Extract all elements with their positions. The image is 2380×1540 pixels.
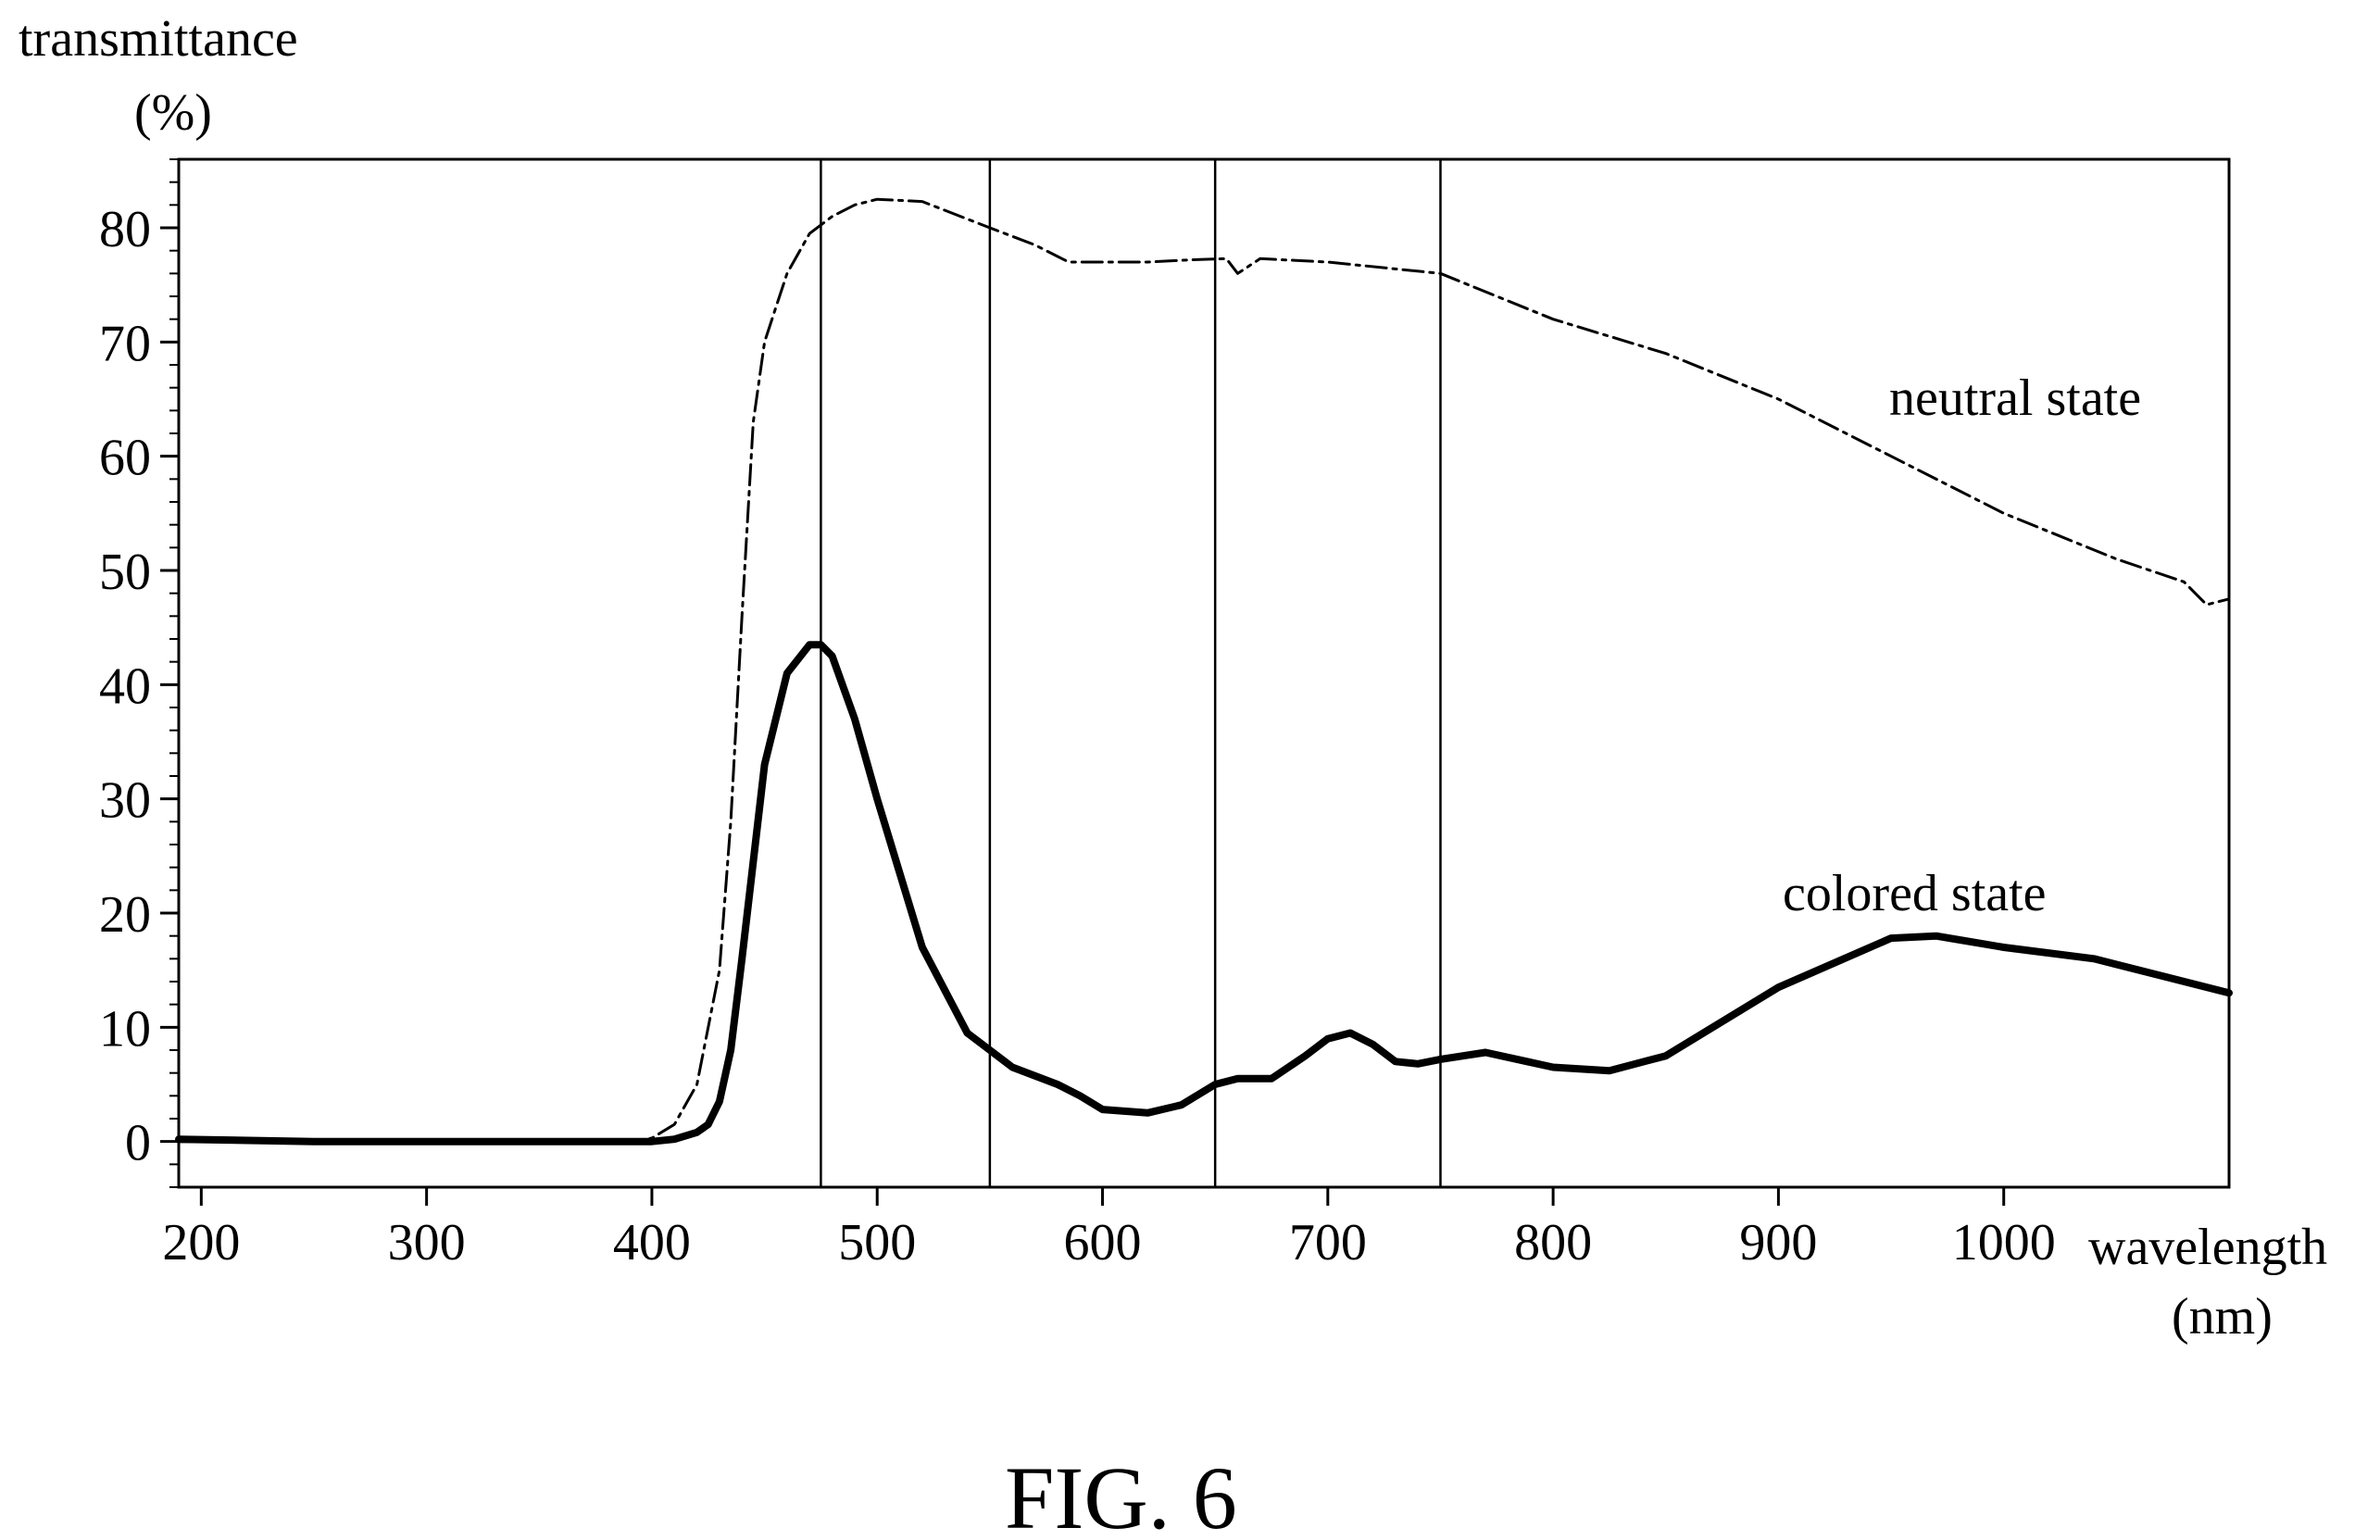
x-axis-title: wavelength	[2088, 1219, 2327, 1276]
x-tick-label: 600	[1064, 1214, 1142, 1271]
y-tick-label: 0	[125, 1115, 151, 1172]
y-tick-label: 40	[99, 657, 151, 715]
x-axis-unit: (nm)	[2172, 1288, 2273, 1346]
x-tick-label: 200	[162, 1214, 240, 1271]
y-tick-label: 60	[99, 430, 151, 487]
y-tick-label: 20	[99, 886, 151, 944]
x-tick-label: 500	[838, 1214, 916, 1271]
series-label-neutral-state: neutral state	[1889, 369, 2141, 427]
figure-caption: FIG. 6	[1005, 1448, 1237, 1540]
y-tick-label: 10	[99, 1000, 151, 1058]
x-tick-label: 400	[613, 1214, 691, 1271]
axis-major-ticks	[160, 226, 2006, 1206]
reference-lines	[820, 159, 1442, 1187]
y-tick-label: 70	[99, 315, 151, 372]
x-tick-label: 1000	[1952, 1214, 2056, 1271]
tick-labels: 0 10 20 30 40 50 60 70 80 200 300 400 500 600 700 800 90…	[99, 201, 2056, 1271]
y-tick-label: 50	[99, 544, 151, 601]
series-label-colored-state: colored state	[1783, 865, 2047, 922]
y-tick-label: 80	[99, 201, 151, 258]
series-lines	[175, 197, 2233, 1146]
series-line-neutral-state	[177, 197, 2231, 1144]
x-tick-label: 900	[1739, 1214, 1817, 1271]
y-axis-unit: (%)	[134, 84, 212, 142]
y-tick-label: 30	[99, 772, 151, 830]
y-axis-title: transmittance	[19, 10, 298, 68]
x-tick-label: 800	[1514, 1214, 1592, 1271]
x-tick-label: 700	[1289, 1214, 1367, 1271]
y-minor-ticks	[169, 158, 179, 1188]
plot-frame	[177, 157, 2231, 1189]
x-tick-label: 300	[388, 1214, 466, 1271]
series-line-colored-state	[175, 641, 2233, 1146]
